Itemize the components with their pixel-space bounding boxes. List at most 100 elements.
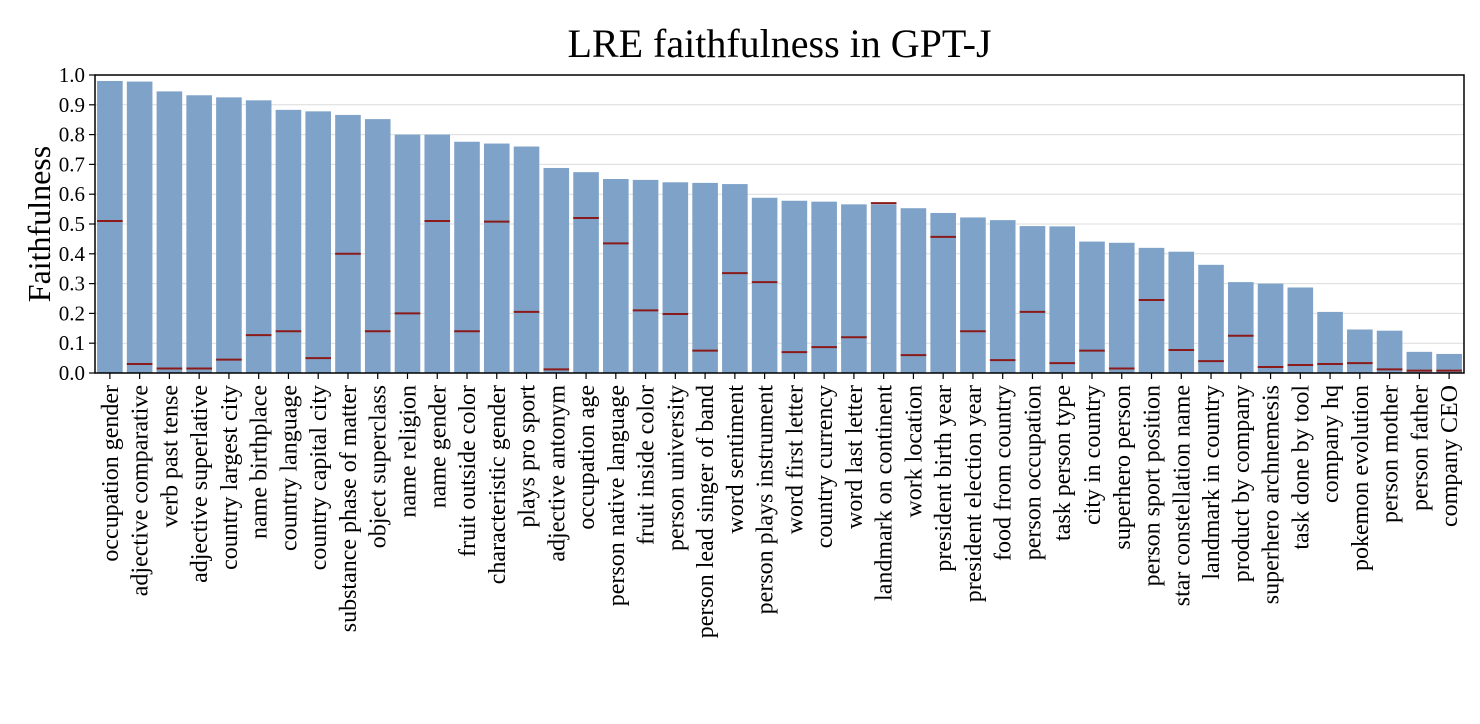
- bar: [930, 212, 956, 373]
- x-tick-label: president birth year: [931, 385, 957, 572]
- bar: [275, 109, 302, 373]
- bar: [1019, 226, 1046, 373]
- bar: [811, 201, 837, 373]
- x-tick-label: person lead singer of band: [693, 385, 719, 638]
- x-tick-label: substance phase of matter: [336, 385, 362, 632]
- bar: [603, 179, 629, 373]
- bar: [692, 182, 718, 373]
- x-tick-label: work location: [901, 385, 927, 518]
- y-tick-label: 0.7: [59, 152, 85, 176]
- bar: [900, 208, 927, 373]
- bar: [335, 114, 361, 373]
- bar: [662, 182, 689, 373]
- y-tick-label: 0.9: [59, 93, 85, 117]
- chart-title: LRE faithfulness in GPT-J: [567, 21, 992, 66]
- bar: [156, 91, 183, 373]
- y-tick-label: 1.0: [59, 63, 85, 87]
- bar: [1436, 353, 1462, 373]
- bar: [1376, 330, 1403, 373]
- x-tick-label: landmark in country: [1199, 385, 1225, 580]
- bar: [1079, 241, 1105, 373]
- y-tick-label: 0.1: [59, 331, 85, 355]
- x-tick-label: person sport position: [1140, 385, 1166, 586]
- bar: [245, 100, 272, 373]
- x-tick-label: person occupation: [1020, 385, 1046, 560]
- x-tick-label: fruit outside color: [455, 385, 481, 557]
- bar: [1198, 264, 1224, 373]
- baseline-markers: [97, 202, 1462, 372]
- x-tick-label: city in country: [1080, 385, 1106, 525]
- y-axis-ticks: 0.0 0.1 0.2 0.3 0.4 0.5 0.6 0.7 0.8 0.9 1.0: [59, 63, 95, 385]
- bar: [960, 217, 986, 373]
- x-tick-label: landmark on continent: [872, 385, 898, 601]
- x-tick-label: star constellation name: [1169, 385, 1195, 606]
- x-tick-label: adjective comparative: [128, 385, 154, 596]
- y-tick-label: 0.2: [59, 301, 85, 325]
- bar: [841, 204, 867, 373]
- x-tick-label: pokemon evolution: [1348, 385, 1374, 571]
- y-axis-label: Faithfulness: [21, 146, 57, 302]
- x-tick-label: person native language: [604, 385, 630, 606]
- bar: [1227, 282, 1254, 373]
- x-tick-label: task person type: [1050, 385, 1076, 541]
- x-tick-label: occupation gender: [98, 385, 124, 562]
- bar: [1347, 329, 1373, 373]
- bar: [722, 184, 748, 373]
- x-tick-label: superhero person: [1110, 385, 1136, 550]
- x-tick-label: adjective antonym: [544, 385, 570, 562]
- x-tick-label: superhero archnemesis: [1259, 385, 1285, 604]
- x-tick-label: plays pro sport: [515, 385, 541, 528]
- y-tick-label: 0.6: [59, 182, 85, 206]
- x-tick-label: verb past tense: [157, 385, 183, 528]
- bar: [870, 204, 897, 373]
- x-tick-label: person father: [1407, 385, 1433, 511]
- x-tick-label: food from country: [991, 385, 1017, 561]
- bar: [513, 146, 540, 373]
- bar: [305, 111, 332, 373]
- x-tick-label: name birthplace: [247, 385, 273, 539]
- bar: [1168, 251, 1195, 373]
- bar: [1406, 351, 1433, 373]
- bar: [454, 141, 480, 373]
- bar: [751, 197, 778, 373]
- x-tick-label: word sentiment: [723, 385, 749, 534]
- x-tick-label: person university: [663, 385, 689, 551]
- bar: [483, 143, 510, 373]
- bars: [97, 80, 1462, 374]
- bar: [97, 80, 123, 374]
- x-tick-label: country language: [276, 385, 302, 551]
- x-tick-label: object superclass: [366, 385, 392, 548]
- x-tick-label: person mother: [1378, 385, 1404, 523]
- x-tick-label: word first letter: [782, 385, 808, 534]
- y-tick-label: 0.4: [59, 242, 86, 266]
- x-tick-label: task done by tool: [1288, 385, 1314, 550]
- bar: [126, 81, 153, 373]
- x-axis-ticks: occupation gender adjective comparative ve…: [98, 373, 1463, 638]
- bar: [186, 95, 212, 373]
- bar: [216, 97, 242, 373]
- x-tick-label: characteristic gender: [485, 385, 511, 584]
- y-tick-label: 0.3: [59, 272, 85, 296]
- x-tick-label: word last letter: [842, 385, 868, 529]
- x-tick-label: country largest city: [217, 385, 243, 570]
- bar: [1138, 247, 1165, 373]
- x-tick-label: country capital city: [306, 385, 332, 570]
- bar: [989, 220, 1016, 373]
- bar: [573, 172, 599, 373]
- bar: [424, 134, 451, 373]
- bar: [781, 200, 808, 373]
- x-tick-label: country currency: [812, 385, 838, 548]
- y-tick-label: 0.8: [59, 123, 85, 147]
- bar: [1317, 311, 1343, 373]
- x-tick-label: name gender: [425, 385, 451, 508]
- x-tick-label: adjective superlative: [187, 385, 213, 583]
- x-tick-label: product by company: [1229, 385, 1255, 582]
- bar: [364, 119, 391, 373]
- y-tick-label: 0.0: [59, 361, 85, 385]
- x-tick-label: occupation age: [574, 385, 600, 530]
- bar: [394, 134, 421, 373]
- bar: [1287, 287, 1314, 373]
- x-tick-label: company CEO: [1437, 385, 1463, 527]
- bar: [543, 167, 570, 373]
